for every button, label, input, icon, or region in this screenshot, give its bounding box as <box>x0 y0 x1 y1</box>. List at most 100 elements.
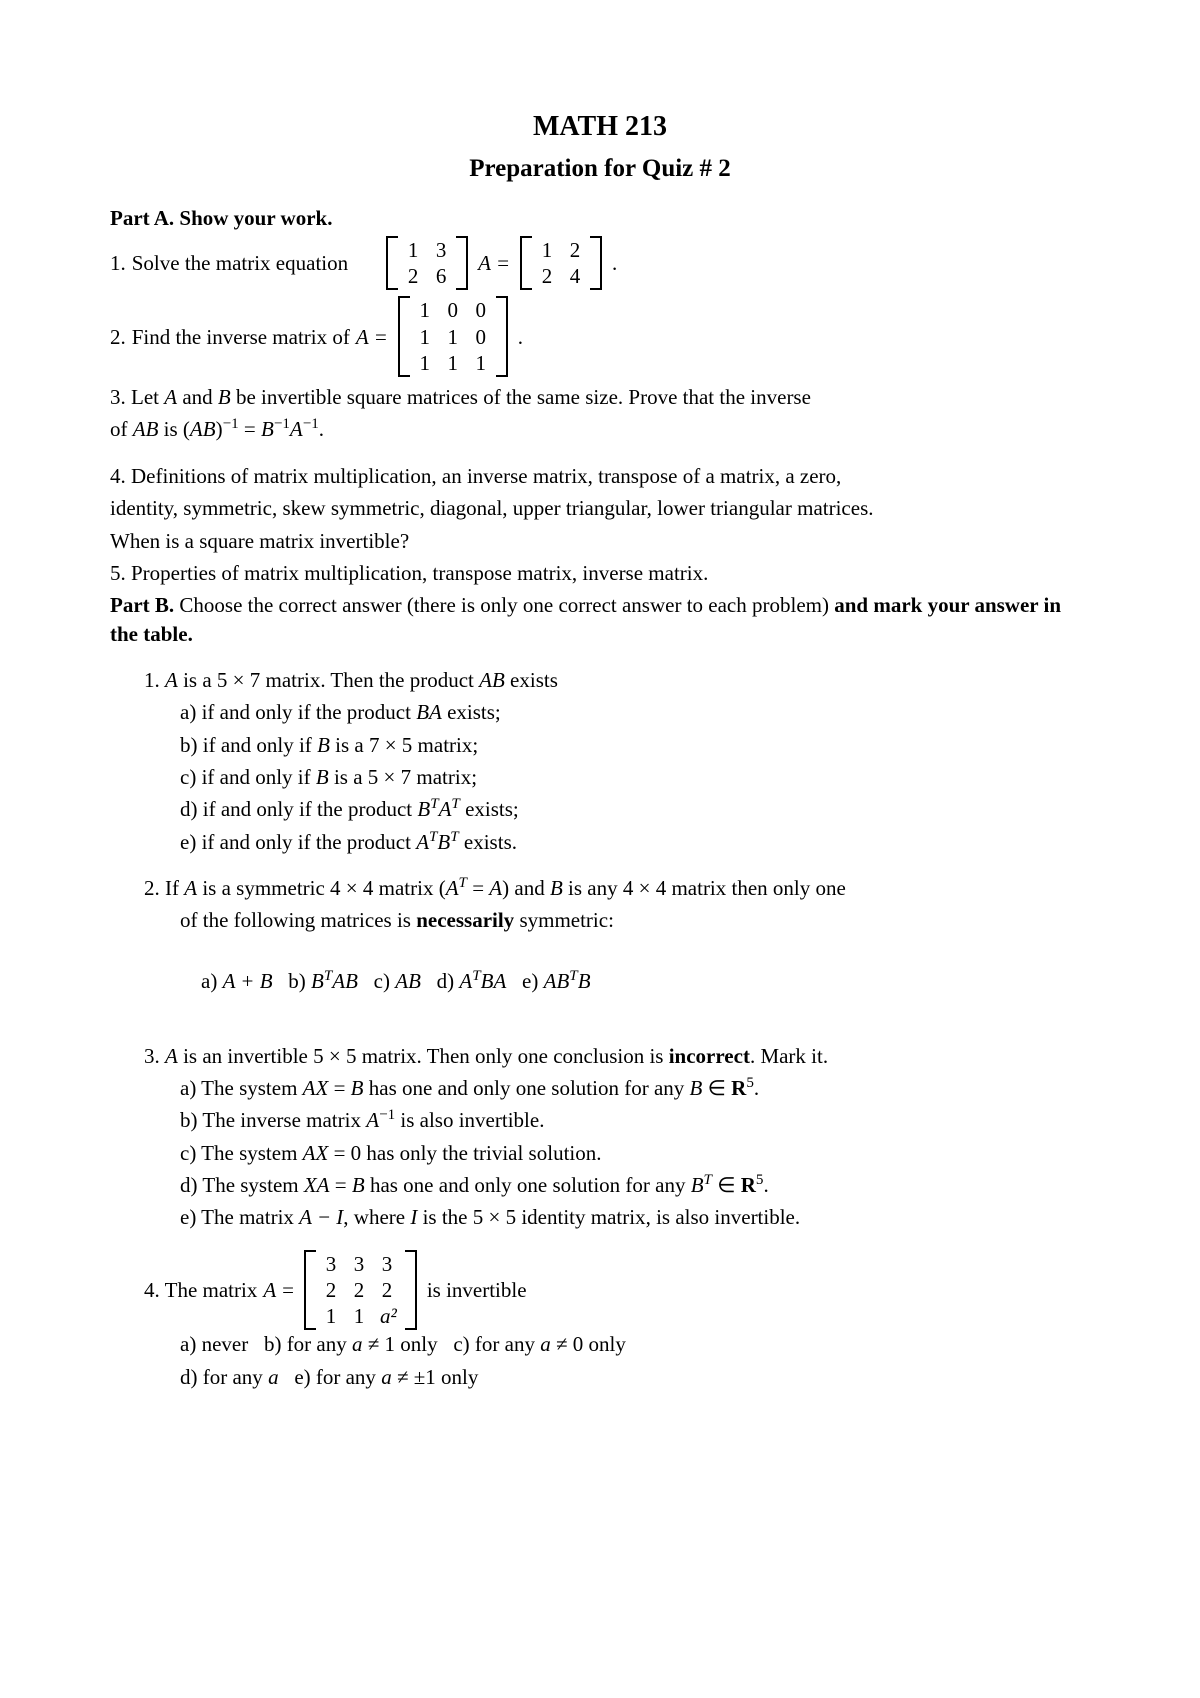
opt-text: is also invertible. <box>395 1108 544 1132</box>
opt-text: is a 7 × 5 matrix; <box>330 733 478 757</box>
q-text: = <box>467 876 489 900</box>
matrix-cell: 3 <box>352 1251 366 1277</box>
opt-expr: BA <box>481 969 507 993</box>
opt-set: R <box>741 1173 756 1197</box>
q3-text: of <box>110 417 133 441</box>
q3-var: B <box>218 385 231 409</box>
q3-text: = <box>239 417 261 441</box>
opt-var: XA <box>304 1173 330 1197</box>
q1-equals: A = <box>478 249 510 277</box>
b1-opt-d: d) if and only if the product BTAT exist… <box>110 795 1090 823</box>
q-bold: incorrect <box>669 1044 750 1068</box>
matrix-cell: 2 <box>324 1277 338 1303</box>
page-title: MATH 213 <box>110 108 1090 146</box>
opt-text: = <box>328 1076 350 1100</box>
q2-text: Find the inverse matrix of <box>132 323 350 351</box>
matrix-cell: a² <box>380 1303 397 1329</box>
opt-var: A <box>416 830 429 854</box>
opt-text: e) for any <box>279 1365 382 1389</box>
opt-text: b) if and only if <box>180 733 317 757</box>
opt-text: has one and only one solution for any <box>364 1076 690 1100</box>
part-a-q3-line2: of AB is (AB)−1 = B−1A−1. <box>110 415 1090 443</box>
document-page: MATH 213 Preparation for Quiz # 2 Part A… <box>0 0 1200 1698</box>
q4-matrix: 333 222 11a² <box>304 1250 417 1331</box>
matrix-cell: 1 <box>352 1303 366 1329</box>
q3-text: . <box>319 417 324 441</box>
opt-sup: T <box>324 968 332 984</box>
opt-var: B <box>316 765 329 789</box>
opt-var: A − I <box>299 1205 343 1229</box>
opt-sup: T <box>430 796 438 812</box>
opt-label: c) <box>358 969 395 993</box>
part-a-header: Part A. Show your work. <box>110 204 1090 232</box>
q3-var: AB <box>133 417 159 441</box>
opt-text: . <box>754 1076 759 1100</box>
q3-sup: −1 <box>223 416 239 432</box>
q-text: = <box>282 1276 294 1304</box>
q1-number: 1. <box>110 249 126 277</box>
opt-label: b) <box>273 969 312 993</box>
q-text: is a symmetric 4 × 4 matrix ( <box>197 876 446 900</box>
matrix-cell: 0 <box>474 297 488 323</box>
matrix-cell: 3 <box>380 1251 394 1277</box>
q-text: is any 4 × 4 matrix then only one <box>563 876 846 900</box>
b3-opt-c: c) The system AX = 0 has only the trivia… <box>110 1139 1090 1167</box>
opt-var: a <box>268 1365 279 1389</box>
q3-sup: −1 <box>274 416 290 432</box>
opt-sup: T <box>450 829 458 845</box>
q3-text: and <box>177 385 218 409</box>
q3-var: AB <box>190 417 216 441</box>
b1-opt-c: c) if and only if B is a 5 × 7 matrix; <box>110 763 1090 791</box>
q-text: 3. <box>144 1044 165 1068</box>
opt-var: a <box>540 1332 551 1356</box>
opt-text: exists; <box>442 700 501 724</box>
opt-text: ≠ 0 only <box>551 1332 626 1356</box>
opt-expr: A + B <box>223 969 273 993</box>
opt-var: B <box>317 733 330 757</box>
part-a-q2: 2. Find the inverse matrix of A = 100 11… <box>110 296 1090 377</box>
opt-expr: B <box>578 969 591 993</box>
opt-sup: T <box>569 968 577 984</box>
matrix-cell: 1 <box>446 350 460 376</box>
opt-sup: 5 <box>746 1075 754 1091</box>
matrix-cell: 0 <box>474 324 488 350</box>
opt-text: ≠ 1 only c) for any <box>363 1332 541 1356</box>
opt-text: , where <box>343 1205 410 1229</box>
b1-opt-a: a) if and only if the product BA exists; <box>110 698 1090 726</box>
q-bold: necessarily <box>416 908 514 932</box>
q1-text: Solve the matrix equation <box>132 249 348 277</box>
q1-matrix-right: 12 24 <box>520 236 602 291</box>
part-a-q5: 5. Properties of matrix multiplication, … <box>110 559 1090 587</box>
part-a-q1: 1. Solve the matrix equation 13 26 A = 1… <box>110 236 1090 291</box>
opt-text: d) for any <box>180 1365 268 1389</box>
opt-text: exists; <box>460 797 519 821</box>
part-a-q4-line1: 4. Definitions of matrix multiplication,… <box>110 462 1090 490</box>
part-b-mid: Choose the correct answer (there is only… <box>174 593 834 617</box>
matrix-cell: 4 <box>568 263 582 289</box>
opt-text: a) never b) for any <box>180 1332 352 1356</box>
q-text: ) and <box>502 876 550 900</box>
opt-var: a <box>352 1332 363 1356</box>
matrix-cell: 1 <box>418 324 432 350</box>
q-var: A <box>446 876 459 900</box>
matrix-cell: 1 <box>540 237 554 263</box>
opt-var: A <box>439 797 452 821</box>
part-a-q4-line3: When is a square matrix invertible? <box>110 527 1090 555</box>
opt-label: d) <box>421 969 460 993</box>
opt-var: AX <box>303 1141 329 1165</box>
opt-sup: T <box>704 1172 712 1188</box>
q3-text: ) <box>216 417 223 441</box>
b2-line2: of the following matrices is necessarily… <box>110 906 1090 934</box>
q1-matrix-left: 13 26 <box>386 236 468 291</box>
q-text: is invertible <box>427 1276 527 1304</box>
opt-text: a) The system <box>180 1076 303 1100</box>
opt-text: c) The system <box>180 1141 303 1165</box>
q-var: A <box>165 668 178 692</box>
opt-text: c) if and only if <box>180 765 316 789</box>
q3-var: B <box>261 417 274 441</box>
matrix-cell: 2 <box>568 237 582 263</box>
b2-options: a) A + B b) BTAB c) AB d) ATBA e) ABTB <box>110 939 1090 1024</box>
opt-sup: T <box>472 968 480 984</box>
opt-label: a) <box>201 969 223 993</box>
b3-opt-b: b) The inverse matrix A−1 is also invert… <box>110 1106 1090 1134</box>
